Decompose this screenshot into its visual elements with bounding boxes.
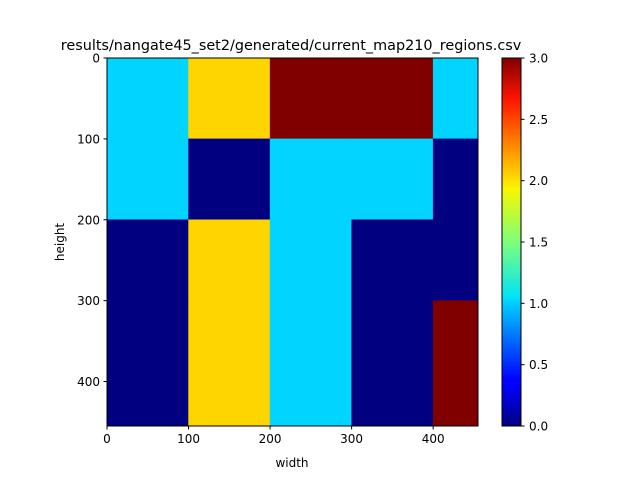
x-tick-label: 100 (177, 432, 200, 446)
heatmap-cell (188, 219, 271, 301)
x-tick-label: 0 (103, 432, 111, 446)
colorbar-tick-label: 1.0 (529, 297, 548, 311)
colorbar-tick-label: 1.5 (529, 236, 548, 250)
heatmap-cell (188, 57, 271, 140)
x-axis-label: width (275, 456, 308, 470)
colorbar-tick-label: 0.5 (529, 358, 548, 372)
heatmap-cell (106, 219, 189, 301)
colorbar-tick-label: 0.0 (529, 420, 548, 434)
heatmap-cell (432, 138, 479, 221)
heatmap-cell (188, 300, 271, 427)
colorbar-tick-label: 2.0 (529, 174, 548, 188)
heatmap-cell (269, 300, 352, 427)
y-axis-label: height (53, 223, 67, 262)
heatmap-cell (351, 138, 434, 221)
x-tick-label: 300 (340, 432, 363, 446)
y-tick-label: 300 (77, 294, 100, 308)
chart-title: results/nangate45_set2/generated/current… (61, 38, 522, 54)
y-axis: 0 100 200 300 400 (77, 52, 107, 389)
heatmap-cell (269, 219, 352, 301)
heatmap-cell (106, 300, 189, 427)
heatmap-cell (351, 219, 434, 301)
colorbar (501, 57, 522, 427)
heatmap-cells (106, 57, 479, 427)
x-tick-label: 400 (422, 432, 445, 446)
colorbar-axis: 0.0 0.5 1.0 1.5 2.0 2.5 3.0 (521, 52, 548, 434)
heatmap-cell (432, 219, 479, 301)
heatmap-cell (351, 300, 434, 427)
y-tick-label: 400 (77, 375, 100, 389)
heatmap-cell (351, 57, 434, 140)
y-tick-label: 0 (92, 52, 100, 66)
heatmap-cell (432, 57, 479, 140)
y-tick-label: 200 (77, 213, 100, 227)
colorbar-tick-label: 2.5 (529, 113, 548, 127)
heatmap-cell (269, 138, 352, 221)
heatmap-cell (188, 138, 271, 221)
heatmap-cell (106, 57, 189, 140)
colorbar-tick-label: 3.0 (529, 52, 548, 66)
x-axis: 0 100 200 300 400 (103, 426, 445, 446)
y-tick-label: 100 (77, 132, 100, 146)
x-tick-label: 200 (259, 432, 282, 446)
heatmap-cell (106, 138, 189, 221)
heatmap-cell (269, 57, 352, 140)
heatmap-cell (432, 300, 479, 427)
plot-frame (106, 57, 479, 427)
